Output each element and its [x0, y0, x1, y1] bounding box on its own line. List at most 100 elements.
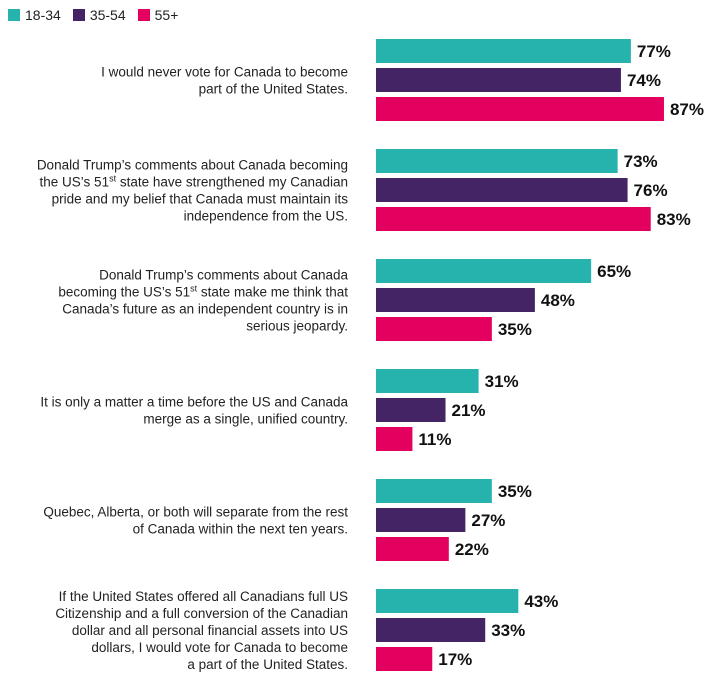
- category-label-line: If the United States offered all Canadia…: [59, 589, 348, 604]
- category-label-line: dollars, I would vote for Canada to beco…: [91, 640, 348, 655]
- bar-35-54-1: [376, 68, 621, 92]
- label-text: Quebec, Alberta, or both will separate f…: [43, 505, 348, 520]
- bar-group-3: Donald Trump’s comments about Canada beco…: [58, 259, 631, 341]
- category-label-line: independence from the US.: [184, 209, 348, 224]
- label-text: serious jeopardy.: [246, 319, 348, 334]
- category-label-line: Quebec, Alberta, or both will separate f…: [43, 505, 348, 520]
- legend-item-35-54: 35-54: [72, 7, 126, 23]
- category-label-line: part of the United States.: [199, 82, 348, 97]
- bar-group-5: Quebec, Alberta, or both will separate f…: [43, 479, 532, 561]
- value-label-35-54-1: 74%: [627, 71, 661, 90]
- value-label-35-54-2: 76%: [634, 181, 668, 200]
- value-label-55+-4: 11%: [418, 430, 451, 449]
- value-label-35-54-5: 27%: [471, 511, 505, 530]
- value-label-35-54-4: 21%: [452, 401, 486, 420]
- category-label-line: Donald Trump’s comments about Canada: [99, 268, 348, 283]
- legend-swatch-18-34: [8, 9, 20, 21]
- bar-group-6: If the United States offered all Canadia…: [55, 589, 558, 672]
- category-label-line: Citizenship and a full conversion of the…: [55, 606, 348, 621]
- superscript: st: [190, 284, 198, 294]
- bar-55+-5: [376, 537, 449, 561]
- bar-35-54-3: [376, 288, 535, 312]
- value-label-35-54-6: 33%: [491, 621, 525, 640]
- category-label-2: Donald Trump’s comments about Canada bec…: [37, 158, 348, 224]
- category-label-6: If the United States offered all Canadia…: [55, 589, 348, 672]
- bar-55+-3: [376, 317, 492, 341]
- label-text: Citizenship and a full conversion of the…: [55, 606, 348, 621]
- bar-18-34-6: [376, 589, 519, 613]
- value-label-18-34-4: 31%: [485, 372, 519, 391]
- label-text: independence from the US.: [184, 209, 348, 224]
- bar-18-34-1: [376, 39, 631, 63]
- label-text: Donald Trump’s comments about Canada bec…: [37, 158, 348, 173]
- value-label-18-34-1: 77%: [637, 42, 671, 61]
- value-label-35-54-3: 48%: [541, 291, 575, 310]
- category-label-1: I would never vote for Canada to become p…: [101, 65, 348, 97]
- category-label-line: serious jeopardy.: [246, 319, 348, 334]
- legend-label-35-54: 35-54: [89, 7, 126, 23]
- legend-swatch-55-plus: [137, 9, 150, 21]
- bar-18-34-5: [376, 479, 492, 503]
- label-text: a part of the United States.: [187, 657, 348, 672]
- legend-label-55-plus: 55+: [154, 7, 179, 23]
- category-label-line: I would never vote for Canada to become: [101, 65, 348, 80]
- value-label-18-34-2: 73%: [624, 152, 658, 171]
- category-label-line: It is only a matter a time before the US…: [40, 395, 348, 410]
- label-text: dollar and all personal financial assets…: [72, 623, 348, 638]
- label-text: Canada’s future as an independent countr…: [62, 302, 348, 317]
- bar-group-1: I would never vote for Canada to become p…: [101, 39, 704, 121]
- category-label-line: becoming the US’s 51st state make me thi…: [58, 284, 348, 300]
- bar-55+-2: [376, 207, 651, 231]
- value-label-18-34-6: 43%: [524, 592, 558, 611]
- category-label-3: Donald Trump’s comments about Canada beco…: [58, 268, 348, 334]
- value-label-55+-2: 83%: [657, 210, 691, 229]
- label-text: part of the United States.: [199, 82, 348, 97]
- bar-55+-4: [376, 427, 413, 451]
- category-label-line: of Canada within the next ten years.: [133, 522, 348, 537]
- category-label-line: pride and my belief that Canada must mai…: [52, 192, 349, 207]
- category-label-4: It is only a matter a time before the US…: [40, 395, 348, 427]
- label-text: merge as a single, unified country.: [143, 412, 348, 427]
- value-label-18-34-3: 65%: [597, 262, 631, 281]
- label-text: Donald Trump’s comments about Canada: [99, 268, 348, 283]
- label-text: I would never vote for Canada to become: [101, 65, 348, 80]
- legend-item-18-34: 18-34: [8, 7, 61, 23]
- bar-18-34-4: [376, 369, 479, 393]
- bar-group-4: It is only a matter a time before the US…: [40, 369, 519, 451]
- label-text: becoming the US’s 51: [58, 285, 190, 300]
- label-text: the US’s 51: [40, 175, 110, 190]
- value-label-18-34-5: 35%: [498, 482, 532, 501]
- label-text: state have strengthened my Canadian: [116, 175, 348, 190]
- bar-group-2: Donald Trump’s comments about Canada bec…: [37, 149, 691, 231]
- value-label-55+-1: 87%: [670, 100, 704, 119]
- bar-55+-6: [376, 647, 433, 671]
- category-label-line: merge as a single, unified country.: [143, 412, 348, 427]
- category-label-line: dollar and all personal financial assets…: [72, 623, 348, 638]
- legend-item-55-plus: 55+: [137, 7, 179, 23]
- label-text: If the United States offered all Canadia…: [59, 589, 348, 604]
- category-label-line: a part of the United States.: [187, 657, 348, 672]
- bar-55+-1: [376, 97, 664, 121]
- value-label-55+-5: 22%: [455, 540, 489, 559]
- category-label-line: Donald Trump’s comments about Canada bec…: [37, 158, 348, 173]
- label-text: state make me think that: [197, 285, 348, 300]
- category-label-line: the US’s 51st state have strengthened my…: [40, 174, 348, 190]
- label-text: It is only a matter a time before the US…: [40, 395, 348, 410]
- value-label-55+-3: 35%: [498, 320, 532, 339]
- bar-35-54-4: [376, 398, 446, 422]
- bar-35-54-6: [376, 618, 486, 642]
- legend-swatch-35-54: [72, 9, 85, 21]
- label-text: dollars, I would vote for Canada to beco…: [91, 640, 348, 655]
- chart-legend: 18-34 35-54 55+: [8, 5, 178, 25]
- bar-35-54-2: [376, 178, 628, 202]
- category-label-line: Canada’s future as an independent countr…: [62, 302, 348, 317]
- legend-label-18-34: 18-34: [25, 7, 61, 23]
- superscript: st: [109, 174, 117, 184]
- bar-18-34-2: [376, 149, 618, 173]
- label-text: of Canada within the next ten years.: [133, 522, 348, 537]
- value-label-55+-6: 17%: [438, 650, 472, 669]
- bar-35-54-5: [376, 508, 466, 532]
- category-label-5: Quebec, Alberta, or both will separate f…: [43, 505, 348, 537]
- bar-18-34-3: [376, 259, 592, 283]
